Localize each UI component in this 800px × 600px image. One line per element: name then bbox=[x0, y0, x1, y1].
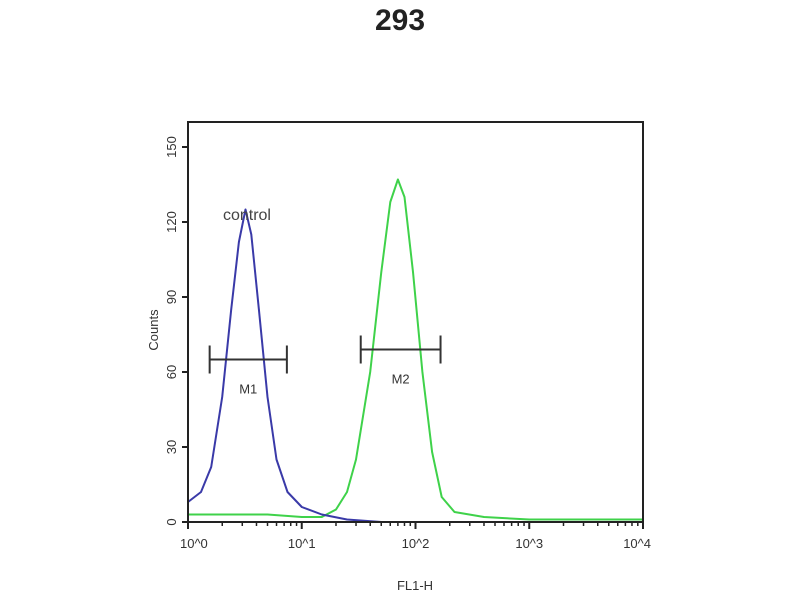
y-axis-label: Counts bbox=[146, 309, 161, 351]
y-tick-label: 90 bbox=[164, 290, 179, 304]
data-point bbox=[258, 308, 260, 311]
chart-title: 293 bbox=[374, 4, 426, 37]
data-point bbox=[528, 518, 531, 521]
data-point bbox=[200, 491, 202, 493]
data-point bbox=[275, 458, 278, 461]
data-point bbox=[320, 513, 323, 516]
data-point bbox=[403, 196, 406, 198]
data-point bbox=[380, 271, 383, 273]
data-point bbox=[335, 508, 337, 511]
data-point bbox=[300, 516, 303, 518]
data-point bbox=[397, 178, 399, 181]
data-point bbox=[369, 371, 372, 373]
data-point bbox=[221, 396, 224, 398]
data-point bbox=[210, 466, 213, 468]
data-point bbox=[266, 513, 269, 516]
x-tick-label: 10^0 bbox=[180, 536, 208, 551]
y-tick-label: 60 bbox=[164, 365, 179, 379]
data-point bbox=[483, 516, 485, 518]
x-tick-label: 10^3 bbox=[515, 536, 543, 551]
x-tick-label: 10^4 bbox=[623, 536, 651, 551]
y-tick-label: 120 bbox=[164, 211, 179, 233]
data-point bbox=[250, 233, 253, 236]
data-point bbox=[453, 511, 456, 513]
data-point bbox=[412, 271, 414, 273]
marker-label: M1 bbox=[239, 382, 257, 397]
series-line-0 bbox=[187, 208, 643, 523]
data-point bbox=[389, 201, 392, 203]
annotation-control: control bbox=[223, 207, 271, 224]
data-point bbox=[238, 241, 240, 243]
data-point bbox=[286, 491, 289, 493]
data-point bbox=[355, 458, 357, 461]
x-tick-label: 10^1 bbox=[288, 536, 316, 551]
data-point bbox=[300, 506, 303, 508]
data-point bbox=[320, 516, 323, 518]
x-tick-label: 10^2 bbox=[402, 536, 430, 551]
data-point bbox=[421, 371, 424, 373]
y-tick-label: 150 bbox=[164, 136, 179, 158]
data-point bbox=[346, 491, 348, 493]
data-point bbox=[230, 308, 233, 311]
data-point bbox=[440, 496, 443, 498]
y-tick-label: 30 bbox=[164, 440, 179, 454]
x-axis-label: FL1-H bbox=[397, 578, 433, 593]
data-point bbox=[346, 518, 348, 521]
marker-label: M2 bbox=[392, 372, 410, 387]
data-point bbox=[266, 396, 269, 398]
data-point bbox=[431, 451, 433, 453]
data-point bbox=[244, 208, 247, 211]
y-tick-label: 0 bbox=[164, 518, 179, 525]
plot-frame bbox=[187, 121, 644, 523]
